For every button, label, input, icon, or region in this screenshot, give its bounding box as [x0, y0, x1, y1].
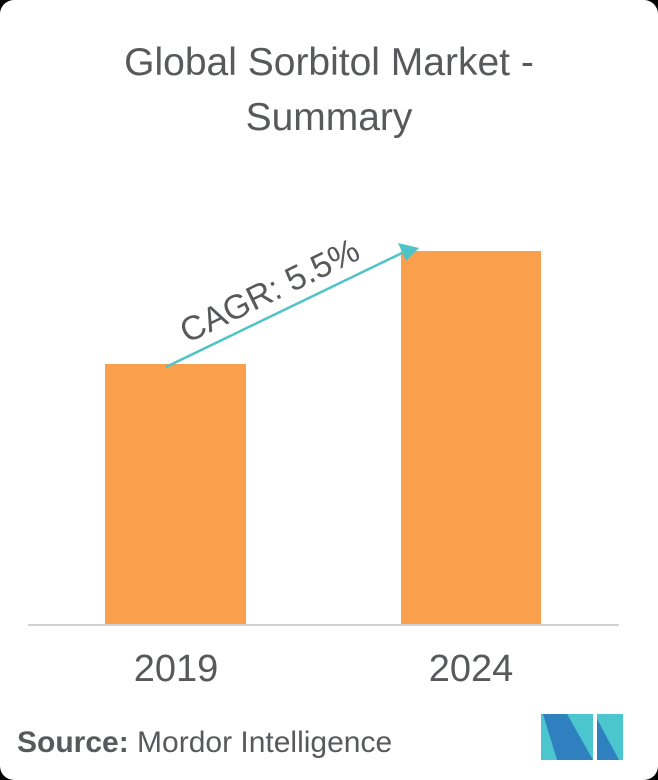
chart-title: Global Sorbitol Market - Summary: [124, 41, 534, 139]
source-note: Source: Mordor Intelligence: [17, 726, 392, 760]
source-prefix-label: Source:: [17, 726, 129, 759]
cagr-annotation: CAGR: 5.5%: [173, 231, 366, 351]
source-name: Mordor Intelligence: [128, 726, 393, 759]
mordor-intelligence-logo-icon: [541, 714, 623, 760]
x-axis-label-2024: 2024: [428, 648, 514, 690]
bar-2019: [105, 364, 246, 624]
x-axis-label-2019: 2019: [133, 648, 219, 690]
bar-2024: [401, 251, 541, 624]
x-axis-line: [28, 624, 619, 626]
